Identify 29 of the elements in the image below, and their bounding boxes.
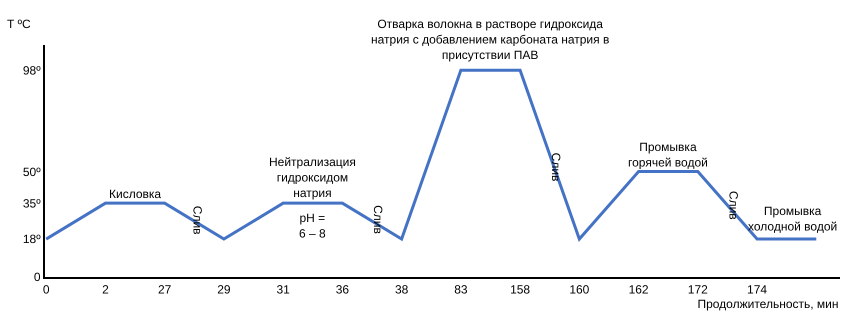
x-axis-title: Продолжительность, мин	[697, 297, 839, 311]
annotation: Слив	[726, 190, 741, 220]
x-tick-label: 36	[336, 282, 350, 296]
x-tick-label: 31	[276, 282, 290, 296]
x-tick-label: 160	[569, 282, 590, 296]
annotation: Кисловка	[109, 187, 162, 201]
x-tick-label: 2	[102, 282, 110, 296]
annotation: Промывка горячей водой	[628, 140, 708, 170]
annotation: Слив	[190, 206, 204, 235]
annotation: Нейтрализация гидроксидом натрия	[269, 155, 356, 200]
y-tick-label: 0	[34, 270, 41, 284]
x-tick-label: 172	[688, 282, 708, 296]
x-tick-label: 29	[217, 282, 231, 296]
y-tick-label: 18º	[22, 232, 42, 246]
annotation: Слив	[548, 152, 563, 182]
y-axis-title: Т ºС	[7, 17, 32, 31]
x-tick-label: 38	[394, 282, 409, 296]
annotation: Промывка холодной водой	[748, 204, 838, 234]
x-tick-label: 174	[747, 282, 768, 296]
x-tick-label: 27	[158, 282, 172, 296]
x-tick-label: 162	[628, 282, 649, 296]
x-tick-label: 83	[454, 282, 468, 296]
annotation: Слив	[370, 205, 385, 234]
y-tick-label: 35º	[22, 196, 42, 210]
y-tick-label: 98º	[22, 64, 42, 78]
annotation: pH = 6 – 8	[299, 211, 326, 241]
x-tick-label: 158	[510, 282, 530, 296]
y-tick-label: 50º	[22, 164, 42, 179]
annotation: Отварка волокна в растворе гидроксида натрия с добавлением карбоната натрия в присутствии ПАВ	[371, 17, 610, 62]
